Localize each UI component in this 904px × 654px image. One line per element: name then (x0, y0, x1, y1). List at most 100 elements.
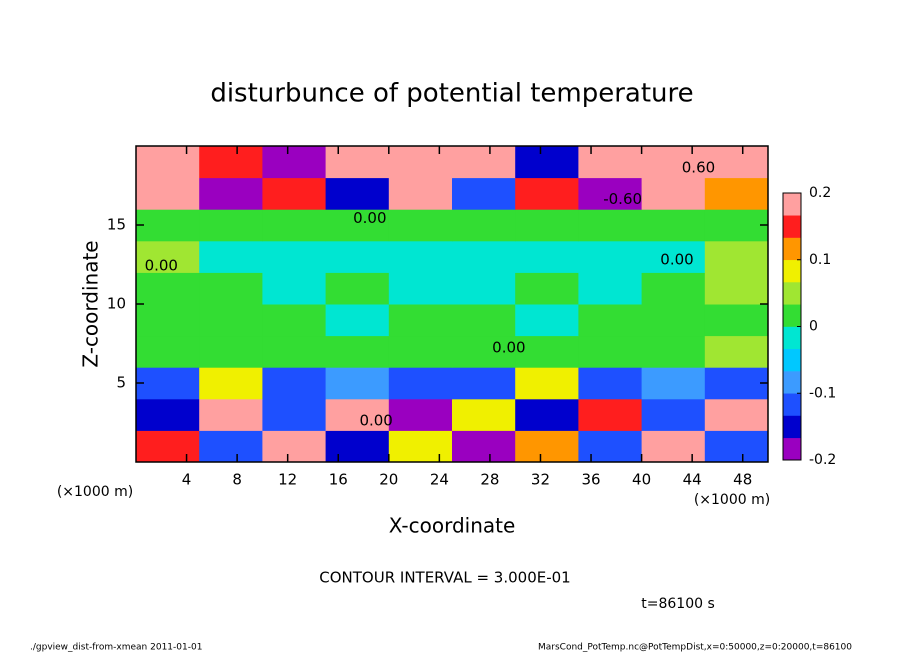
colorbar-tick-label: 0 (809, 319, 818, 335)
heat-cell (325, 367, 390, 400)
x-tick-label: 24 (430, 471, 449, 489)
contour-label: 0.00 (660, 250, 693, 268)
heat-cell (136, 430, 200, 463)
heat-cell (388, 177, 453, 210)
colorbar-band (783, 415, 801, 439)
contour-label: 0.00 (359, 411, 392, 429)
heat-cell (388, 367, 453, 400)
heat-cell (641, 335, 706, 368)
heat-cell (704, 430, 769, 463)
heat-cell (578, 304, 643, 337)
heat-cell (641, 398, 706, 431)
heat-cell (325, 240, 390, 273)
heat-cell (199, 240, 263, 273)
heat-cell (452, 398, 516, 431)
heat-cell (515, 177, 579, 210)
heat-cell (325, 177, 390, 210)
time-label: t=86100 s (641, 596, 715, 612)
heat-cell (578, 272, 643, 305)
heat-cell (136, 335, 200, 368)
heat-cell (325, 209, 390, 242)
y-tick-label: 10 (107, 295, 126, 313)
x-tick-label: 44 (683, 471, 702, 489)
contour-label: 0.00 (492, 339, 525, 357)
heat-cell (388, 304, 453, 337)
heat-cell (325, 272, 390, 305)
heat-cell (325, 398, 390, 431)
contour-label: 0.00 (145, 257, 178, 275)
colorbar-tick-label: 0.2 (809, 185, 831, 201)
colorbar-tick-label: 0.1 (809, 252, 831, 268)
heat-cell (515, 398, 579, 431)
x-tick-label: 36 (581, 471, 600, 489)
heat-cell (262, 367, 327, 400)
heat-cell (136, 272, 200, 305)
colorbar-band (783, 371, 801, 394)
heat-cell (578, 177, 643, 210)
y-tick-label: 15 (107, 216, 126, 234)
heat-cell (262, 398, 327, 431)
footer-left: ./gpview_dist-from-xmean 2011-01-01 (30, 643, 202, 653)
colorbar-tick-label: -0.1 (809, 385, 836, 401)
heat-cell (578, 209, 643, 242)
heat-cell (452, 177, 516, 210)
x-tick-label: 8 (232, 471, 242, 489)
colorbar-band (783, 437, 801, 461)
x-tick-label: 4 (182, 471, 192, 489)
colorbar-tick-label: -0.2 (809, 452, 836, 468)
x-tick-label: 28 (480, 471, 499, 489)
heat-cell (199, 304, 263, 337)
heat-cell (515, 146, 579, 179)
colorbar-band (783, 393, 801, 416)
heat-cell (388, 335, 453, 368)
heat-cell (452, 146, 516, 179)
contour-label: 0.00 (353, 209, 386, 227)
colorbar-band (783, 281, 801, 305)
heat-cell (452, 209, 516, 242)
x-axis-label: X-coordinate (389, 514, 516, 538)
heat-cell (515, 272, 579, 305)
contour-label: 0.60 (682, 159, 715, 177)
heat-cell (641, 272, 706, 305)
heat-cell (262, 430, 327, 463)
y-tick-label: 5 (116, 374, 126, 392)
heat-cell (515, 240, 579, 273)
heat-cell (515, 367, 579, 400)
heat-cell (136, 398, 200, 431)
x-tick-label: 20 (379, 471, 398, 489)
heat-cell (388, 209, 453, 242)
footer-right: MarsCond_PotTemp.nc@PotTempDist,x=0:5000… (538, 643, 852, 653)
heat-cell (136, 367, 200, 400)
heat-cell (325, 146, 390, 179)
heat-cell (199, 430, 263, 463)
heat-cell (136, 177, 200, 210)
heat-cell (578, 430, 643, 463)
heat-cell (388, 430, 453, 463)
heat-cell (641, 209, 706, 242)
heat-cell (452, 272, 516, 305)
heat-cell (136, 146, 200, 179)
heat-cell (136, 304, 200, 337)
x-tick-label: 12 (278, 471, 297, 489)
heat-cell (136, 209, 200, 242)
heat-cell (578, 398, 643, 431)
heat-cell (452, 367, 516, 400)
x-unit: (×1000 m) (57, 484, 133, 500)
heat-cell (641, 146, 706, 179)
heat-cell (515, 335, 579, 368)
heat-cell (388, 240, 453, 273)
heat-cell (199, 398, 263, 431)
x-tick-label: 32 (531, 471, 550, 489)
heat-cell (262, 146, 327, 179)
heat-cell (641, 304, 706, 337)
heat-cell (515, 304, 579, 337)
y-axis-label: Z-coordinate (79, 240, 103, 367)
contour-label: -0.60 (603, 190, 642, 208)
heat-cell (704, 335, 769, 368)
colorbar-band (783, 215, 801, 238)
heat-cell (641, 240, 706, 273)
heat-cell (704, 177, 769, 210)
heat-cell (578, 335, 643, 368)
heat-cell (262, 335, 327, 368)
